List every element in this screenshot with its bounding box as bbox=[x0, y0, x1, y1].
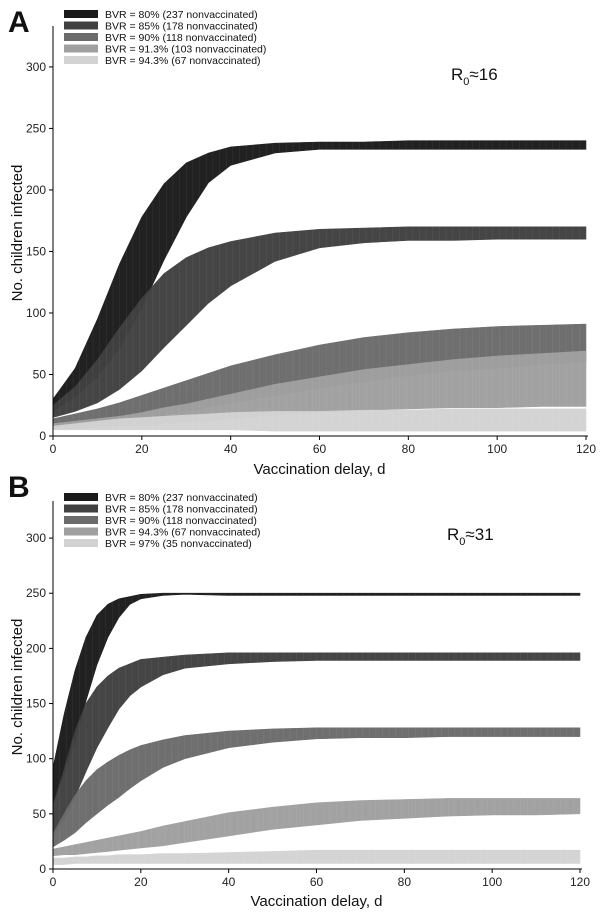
legend-swatch bbox=[64, 56, 98, 64]
panel-b: B 0 50 100 150 200 250 300 0 20 40 60 80 100 120 Vaccin… bbox=[8, 471, 590, 910]
series-band-texture bbox=[52, 798, 581, 856]
series-band-texture bbox=[52, 727, 581, 847]
legend-swatch bbox=[64, 44, 98, 53]
x-tick-label: 0 bbox=[50, 875, 57, 889]
x-tick-label: 100 bbox=[482, 875, 502, 889]
y-tick-label: 150 bbox=[26, 244, 46, 258]
x-tick-label: 0 bbox=[50, 442, 57, 456]
panel-letter: A bbox=[8, 6, 30, 39]
series-band-5 bbox=[52, 849, 581, 865]
x-tick-label: 40 bbox=[224, 442, 238, 456]
x-axis-title: Vaccination delay, d bbox=[250, 893, 382, 910]
y-tick-label: 50 bbox=[33, 807, 47, 821]
y-tick-label: 150 bbox=[26, 697, 46, 711]
series-band-texture bbox=[52, 850, 581, 865]
x-tick-label: 60 bbox=[313, 442, 327, 456]
series-band-5 bbox=[52, 408, 587, 432]
y-tick-label: 0 bbox=[39, 862, 46, 876]
legend-swatch bbox=[64, 33, 98, 41]
r0-annotation: R0≈31 bbox=[447, 525, 494, 548]
series-band-1 bbox=[52, 592, 581, 806]
x-tick-label: 40 bbox=[222, 875, 236, 889]
y-tick-label: 50 bbox=[33, 367, 47, 381]
legend-swatch bbox=[64, 516, 98, 524]
y-tick-label: 250 bbox=[26, 121, 46, 135]
legend-entry: BVR = 97% (35 nonvaccinated) bbox=[105, 538, 252, 550]
x-tick-label: 80 bbox=[402, 442, 416, 456]
legend-swatch bbox=[64, 504, 98, 513]
legend-swatch bbox=[64, 10, 98, 18]
panel-letter: B bbox=[8, 471, 30, 504]
series-band-3 bbox=[52, 727, 581, 848]
panel-a: A 0 50 100 150 200 250 300 0 20 40 60 80 100 120 Vaccin… bbox=[8, 6, 596, 478]
series-band-4 bbox=[52, 798, 581, 857]
x-tick-label: 120 bbox=[576, 442, 596, 456]
y-tick-label: 300 bbox=[26, 531, 46, 545]
y-axis-title: No. children infected bbox=[9, 619, 26, 756]
y-tick-label: 0 bbox=[39, 429, 46, 443]
legend-swatch bbox=[64, 539, 98, 547]
legend-entry: BVR = 94.3% (67 nonvaccinated) bbox=[105, 527, 261, 539]
x-tick-label: 20 bbox=[134, 875, 148, 889]
legend-swatch bbox=[64, 527, 98, 536]
y-axis-title: No. children infected bbox=[9, 165, 26, 302]
x-tick-label: 80 bbox=[398, 875, 412, 889]
legend-entry: BVR = 94.3% (67 nonvaccinated) bbox=[105, 55, 261, 67]
legend-entry: BVR = 80% (237 nonvaccinated) bbox=[105, 492, 258, 504]
r0-annotation: R0≈16 bbox=[451, 65, 498, 88]
x-axis-title: Vaccination delay, d bbox=[253, 461, 385, 478]
legend-entry: BVR = 85% (178 nonvaccinated) bbox=[105, 21, 258, 33]
legend-entry: BVR = 91.3% (103 nonvaccinated) bbox=[105, 44, 266, 56]
legend-entry: BVR = 90% (118 nonvaccinated) bbox=[105, 32, 257, 44]
x-tick-label: 100 bbox=[487, 442, 507, 456]
legend-entry: BVR = 85% (178 nonvaccinated) bbox=[105, 504, 258, 516]
y-tick-label: 100 bbox=[26, 752, 46, 766]
legend-entry: BVR = 80% (237 nonvaccinated) bbox=[105, 9, 258, 21]
series-band-2 bbox=[52, 226, 587, 418]
y-tick-label: 200 bbox=[26, 641, 46, 655]
legend-swatch bbox=[64, 21, 98, 30]
y-tick-label: 100 bbox=[26, 306, 46, 320]
x-tick-label: 20 bbox=[135, 442, 149, 456]
y-tick-label: 300 bbox=[26, 60, 46, 74]
y-tick-label: 200 bbox=[26, 183, 46, 197]
y-tick-label: 250 bbox=[26, 586, 46, 600]
legend-swatch bbox=[64, 493, 98, 501]
legend-entry: BVR = 90% (118 nonvaccinated) bbox=[105, 515, 257, 527]
series-band-1 bbox=[52, 140, 587, 412]
series-band-2 bbox=[52, 652, 581, 837]
x-tick-label: 60 bbox=[310, 875, 324, 889]
x-tick-label: 120 bbox=[570, 875, 590, 889]
